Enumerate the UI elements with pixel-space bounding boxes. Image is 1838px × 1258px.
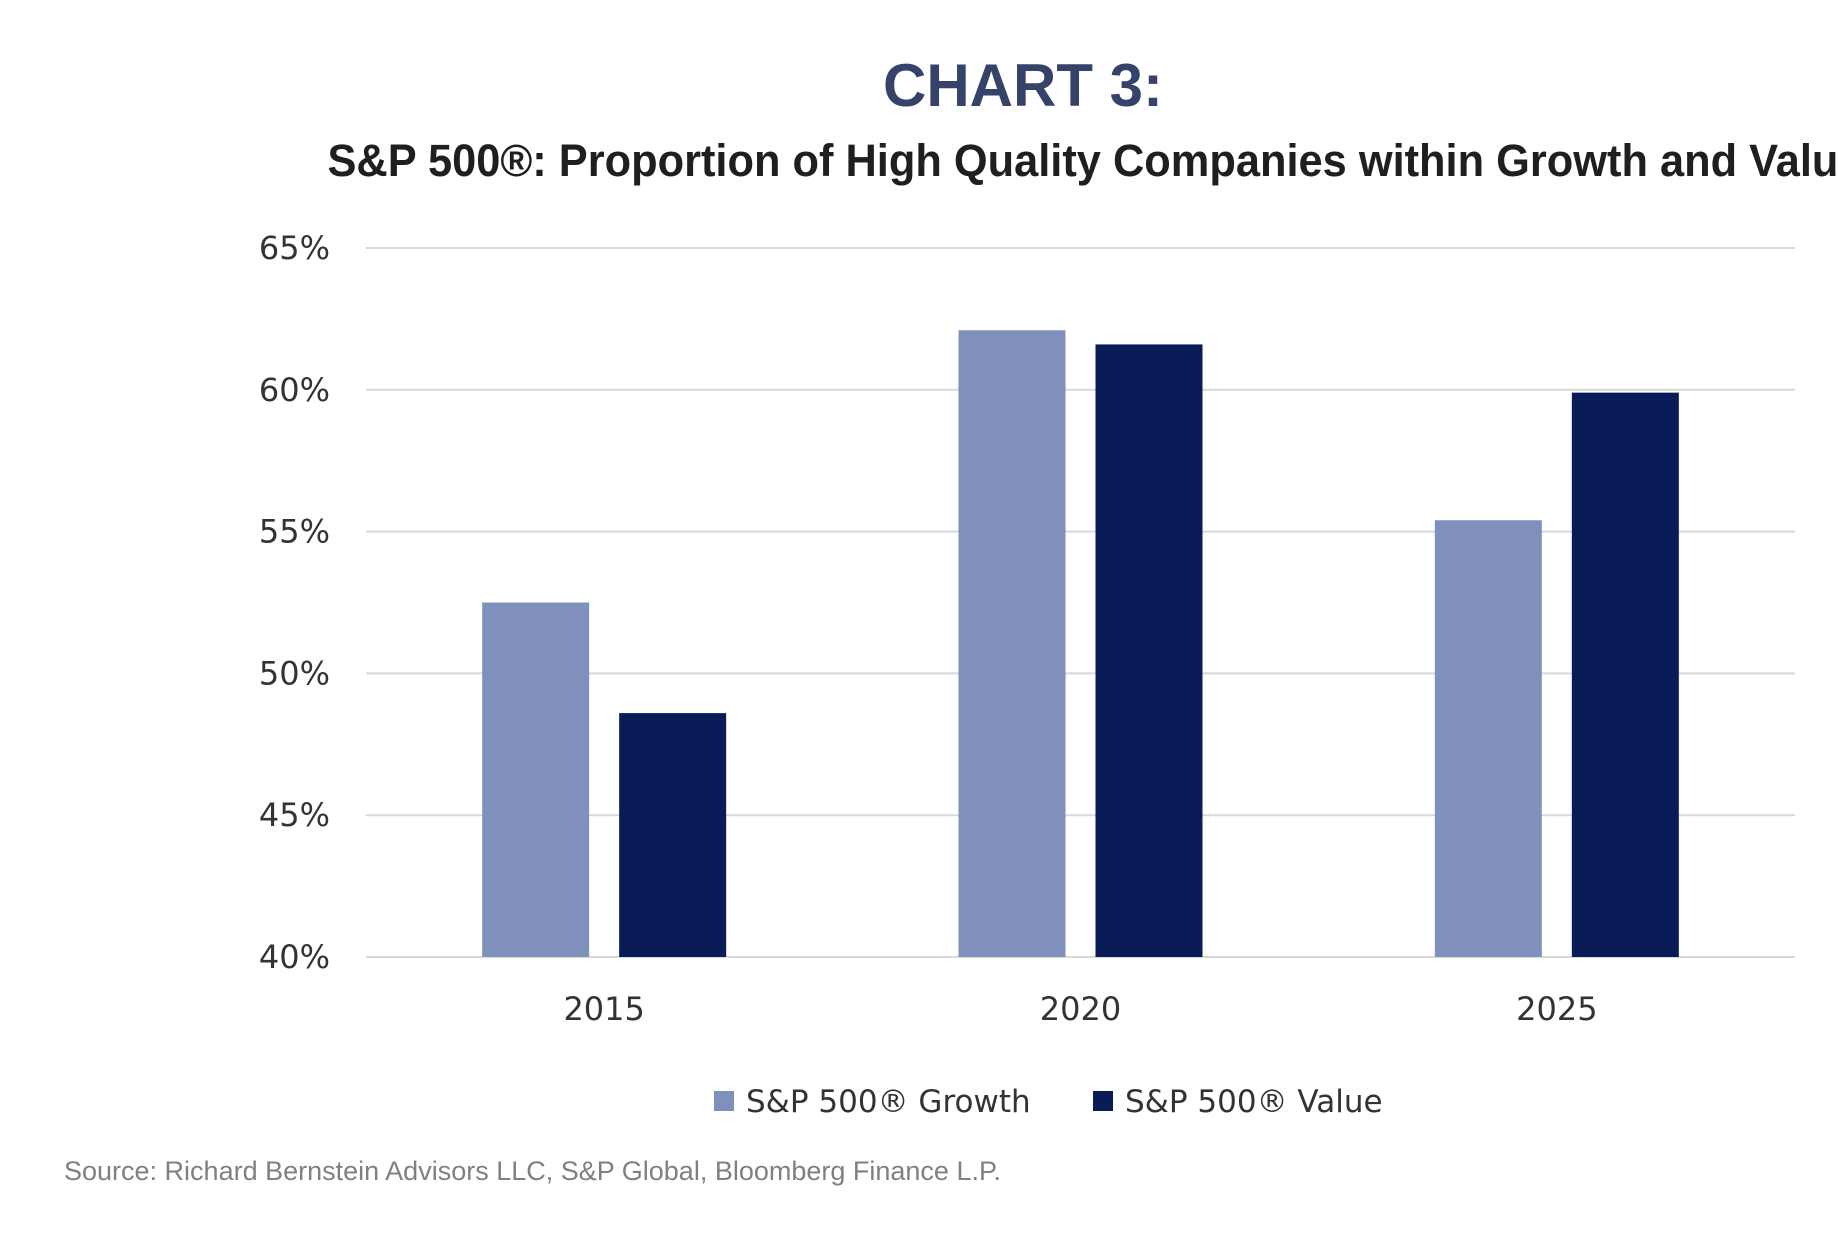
bar-2020-growth	[958, 330, 1066, 957]
legend-label-value: S&P 500® Value	[1125, 1084, 1383, 1120]
x-tick-label: 2015	[563, 990, 644, 1028]
y-axis-tick-labels: 40% 45% 50% 55% 60% 65%	[259, 229, 330, 976]
legend-label-growth: S&P 500® Growth	[746, 1084, 1031, 1120]
source-note: Source: Richard Bernstein Advisors LLC, …	[64, 1156, 1001, 1186]
y-tick-label: 60%	[259, 371, 330, 409]
bar-2025-growth	[1434, 520, 1542, 957]
y-tick-label: 45%	[259, 796, 330, 834]
bar-2025-value	[1571, 392, 1679, 957]
y-tick-label: 40%	[259, 938, 330, 976]
x-axis-tick-labels: 2015 2020 2025	[563, 990, 1597, 1028]
gridlines	[366, 247, 1795, 958]
legend: S&P 500® Growth S&P 500® Value	[714, 1084, 1383, 1120]
y-tick-label: 55%	[259, 513, 330, 551]
y-tick-label: 50%	[259, 654, 330, 692]
legend-swatch-value	[1093, 1091, 1113, 1111]
bar-2015-value	[619, 713, 727, 957]
bar-2020-value	[1095, 344, 1203, 957]
y-tick-label: 65%	[259, 229, 330, 267]
x-tick-label: 2020	[1040, 990, 1121, 1028]
legend-swatch-growth	[714, 1091, 734, 1111]
bars	[482, 330, 1679, 957]
chart-title: S&P 500®: Proportion of High Quality Com…	[328, 135, 1838, 186]
bar-2015-growth	[482, 602, 590, 957]
x-tick-label: 2025	[1516, 990, 1597, 1028]
chart-label: CHART 3:	[883, 52, 1163, 119]
